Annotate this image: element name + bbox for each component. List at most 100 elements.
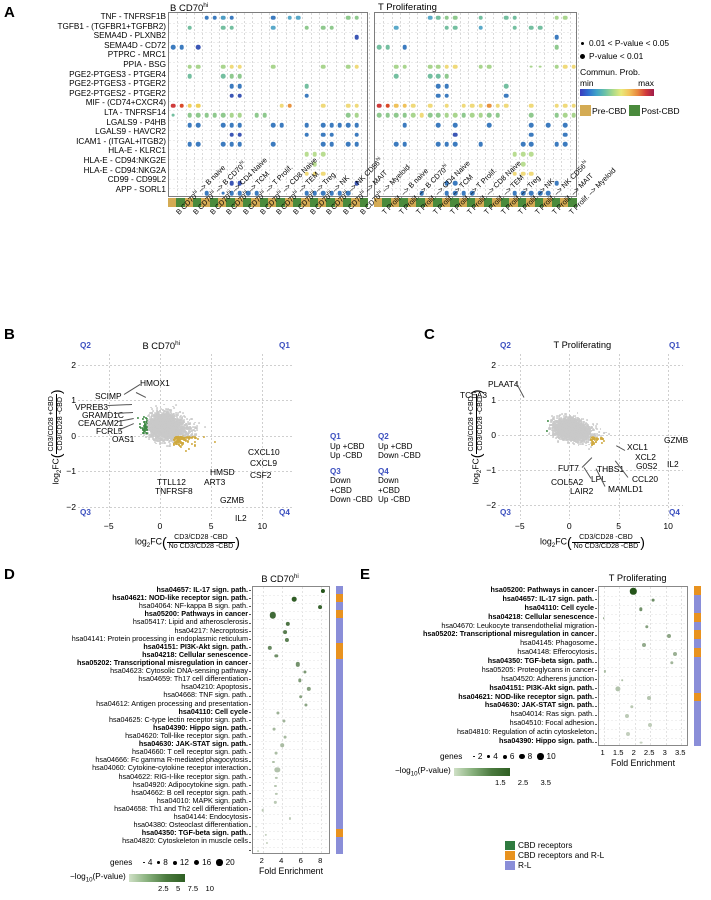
communication-dot [563,132,568,137]
panel-b: B CD70hi 2 1 0 −1 −2 −5 0 5 10 Q1 Q2 Q3 Q4 log2FC(CD3/… [0,322,360,562]
scatter-point [147,435,150,438]
communication-dot [229,25,234,30]
ligand-receptor-label: PGE2-PTGES3 - PTGER4 [0,70,166,80]
gridline-vertical [227,13,229,196]
scatter-point [148,421,151,424]
scatter-point [163,429,165,432]
gridline-horizontal [375,22,576,24]
gridline-horizontal [169,81,367,83]
ligand-receptor-label: TNF - TNFRSF1B [0,12,166,22]
gridline-vertical [260,13,262,196]
communication-dot [478,142,484,147]
communication-dot [270,142,276,147]
communication-dot [427,103,433,108]
communication-dot [393,64,399,69]
pre-cbd-cell [217,198,227,207]
scatter-point [179,428,182,431]
ligand-receptor-label: TGFB1 - (TGFBR1+TGFBR2) [0,22,167,32]
communication-dot [229,181,234,186]
gene-label: TNFRSF8 [155,486,193,496]
gridline-vertical [417,13,419,196]
scatter-point [194,427,197,430]
communication-dot [195,122,201,128]
scatter-point [590,446,592,448]
pre-cbd-cell [351,198,360,207]
yaxis-tick-label: 0 [64,431,76,441]
gridline-vertical [294,13,295,196]
gridline-vertical [518,13,520,196]
legend-pvalue-large: P-value < 0.01 [580,51,711,61]
gridline-vertical [476,13,478,196]
scatter-point [164,418,167,421]
legend-pvalue-small: 0.01 < P-value < 0.05 [580,38,711,48]
xaxis-title: log2FC(CD3/CD28 -CBD No CD3/CD28 -CBD) [68,533,307,550]
scatter-point [190,443,193,446]
communication-dot [179,103,184,108]
ligand-receptor-label: SEMA4D - PLXNB2 [0,31,166,41]
scatter-point [163,432,165,435]
communication-dot [478,64,484,69]
scatter-point [187,439,190,442]
quadrant-key-header: Q1 [330,432,374,442]
communication-dot [453,112,458,118]
scatter-point [163,435,166,438]
gridline-horizontal [375,90,576,92]
communication-dot [229,190,234,196]
gridline-horizontal [169,168,367,170]
communication-dot [237,83,243,89]
gridline-vertical [510,13,512,196]
quadrant-key-line: Up +CBD [378,442,422,452]
scatter-point [163,413,166,416]
communication-dot [270,25,276,30]
communication-dot [376,103,382,108]
communication-dot [329,142,334,147]
communication-dot [402,112,407,118]
scatter-point [190,434,193,437]
communication-dot [354,35,359,40]
gridline-vertical [434,13,436,196]
scatter-point [152,410,155,413]
scatter-point [142,431,145,434]
gridline-horizontal [169,61,367,63]
communication-dot [204,15,209,21]
ligand-receptor-label: PPIA - BSG [0,60,166,70]
communication-dot [563,103,568,108]
communication-dot [304,122,309,128]
communication-dot [571,64,577,69]
small-dot-icon [581,41,584,45]
communication-dot [354,142,359,147]
panel-a-dotgrid-bcd70 [168,12,370,199]
communication-dot [538,65,542,68]
scatter-point [152,414,155,417]
gridline-horizontal [498,504,683,506]
scatter-point [172,415,175,418]
gridline-horizontal [375,129,576,131]
communication-dot [529,190,534,196]
communication-dot [427,15,433,21]
post-cbd-cell [176,198,185,207]
communication-dot [478,103,484,108]
communication-dot [571,103,577,108]
communication-dot [393,103,399,108]
communication-dot [520,142,526,147]
communication-dot [520,190,526,196]
gene-label: HMSD [210,467,235,477]
gridline-horizontal [169,149,367,151]
panel-a-dotgrid-tprolif [374,12,579,199]
communication-dot [237,112,243,118]
communication-dot [461,190,467,196]
gridline-vertical [442,13,444,196]
gridline-vertical [391,13,393,196]
scatter-point [203,436,206,439]
gridline-vertical [535,13,537,196]
communication-dot [537,25,543,30]
communication-dot [245,190,251,196]
gridline-horizontal [375,51,576,53]
scatter-point [204,425,206,428]
communication-dot [530,65,533,68]
communication-dot [345,15,351,21]
scatter-point [166,416,169,419]
post-cbd-cell [382,198,391,207]
scatter-point [164,442,167,444]
gridline-horizontal [375,139,576,141]
